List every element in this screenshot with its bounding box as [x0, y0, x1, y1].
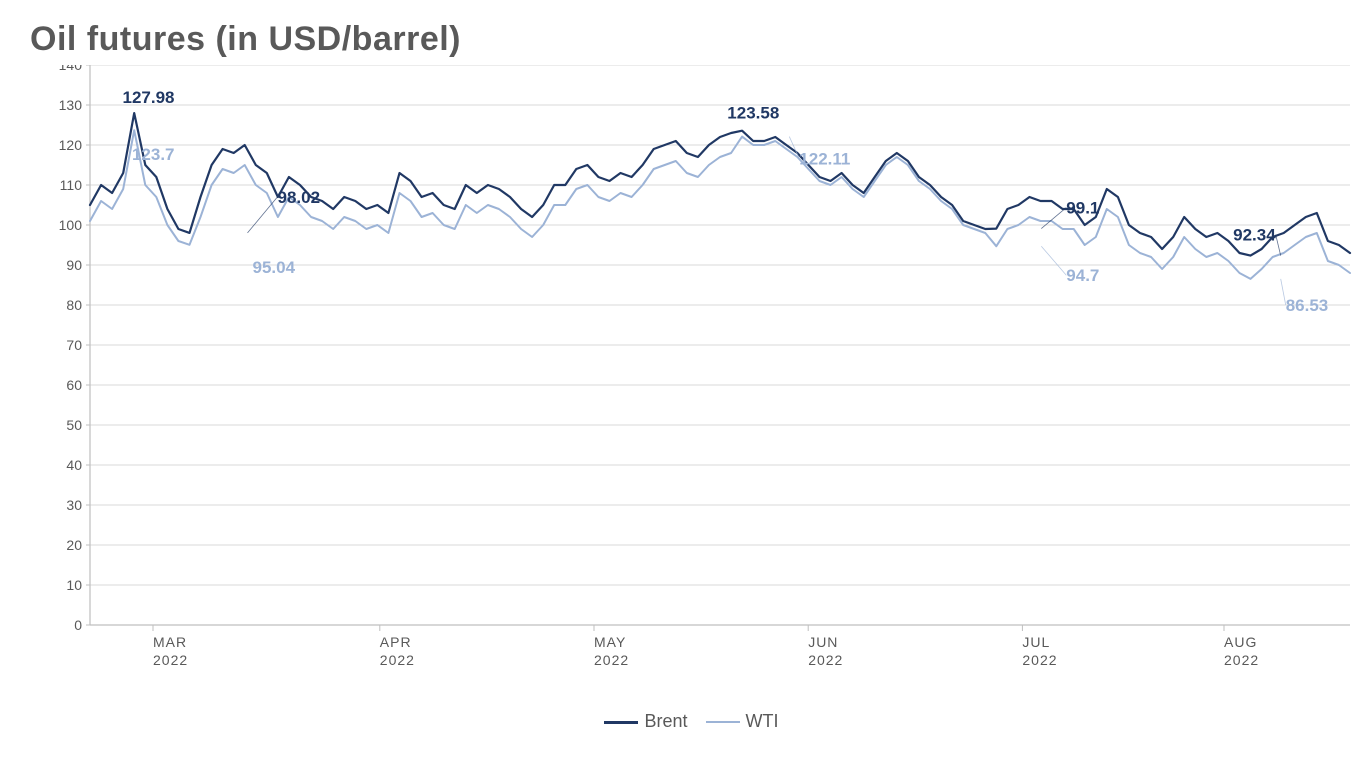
y-tick-label: 40 [66, 457, 82, 473]
x-tick-label: 2022 [808, 652, 843, 668]
y-tick-label: 20 [66, 537, 82, 553]
data-callout-label: 123.7 [132, 145, 175, 164]
chart-title: Oil futures (in USD/barrel) [30, 20, 1335, 59]
data-callout-label: 94.7 [1066, 266, 1099, 285]
x-tick-label: APR [380, 634, 412, 650]
legend-swatch [604, 721, 638, 724]
legend-label: WTI [746, 711, 779, 731]
x-tick-label: JUL [1022, 634, 1050, 650]
x-tick-label: 2022 [594, 652, 629, 668]
y-tick-label: 90 [66, 257, 82, 273]
x-tick-label: AUG [1224, 634, 1257, 650]
data-callout-label: 123.58 [727, 104, 779, 123]
data-callout-label: 122.11 [799, 150, 850, 169]
legend-label: Brent [644, 711, 687, 731]
y-tick-label: 50 [66, 417, 82, 433]
data-callout-label: 95.04 [253, 258, 296, 277]
y-tick-label: 130 [59, 97, 83, 113]
data-callout-label: 127.98 [123, 88, 175, 107]
chart-legend: Brent WTI [30, 711, 1335, 732]
x-tick-label: 2022 [380, 652, 415, 668]
x-tick-label: MAY [594, 634, 626, 650]
y-tick-label: 120 [59, 137, 83, 153]
y-tick-label: 100 [59, 217, 83, 233]
y-tick-label: 10 [66, 577, 82, 593]
y-tick-label: 140 [59, 65, 83, 73]
data-callout-label: 86.53 [1286, 296, 1329, 315]
chart-container: Oil futures (in USD/barrel) 0 10 20 30 40 50 6… [0, 0, 1365, 768]
data-callout-label: 92.34 [1233, 226, 1276, 245]
y-tick-label: 0 [74, 617, 82, 633]
chart-plot-area: 0 10 20 30 40 50 60 70 80 90 100 110 120 130 140 MAR 202… [30, 65, 1335, 705]
y-tick-label: 110 [60, 177, 83, 193]
x-tick-label: MAR [153, 634, 187, 650]
data-callout-label: 99.1 [1066, 199, 1099, 218]
x-tick-label: 2022 [153, 652, 188, 668]
y-tick-label: 80 [66, 297, 82, 313]
line-chart-svg: 0 10 20 30 40 50 60 70 80 90 100 110 120 130 140 MAR 202… [30, 65, 1365, 685]
y-tick-label: 60 [66, 377, 82, 393]
x-tick-label: 2022 [1224, 652, 1259, 668]
y-tick-label: 70 [66, 337, 82, 353]
y-tick-label: 30 [66, 497, 82, 513]
data-callout-label: 98.02 [278, 188, 321, 207]
legend-swatch [706, 721, 740, 723]
series-line [90, 113, 1350, 256]
x-tick-label: JUN [808, 634, 838, 650]
x-tick-label: 2022 [1022, 652, 1057, 668]
